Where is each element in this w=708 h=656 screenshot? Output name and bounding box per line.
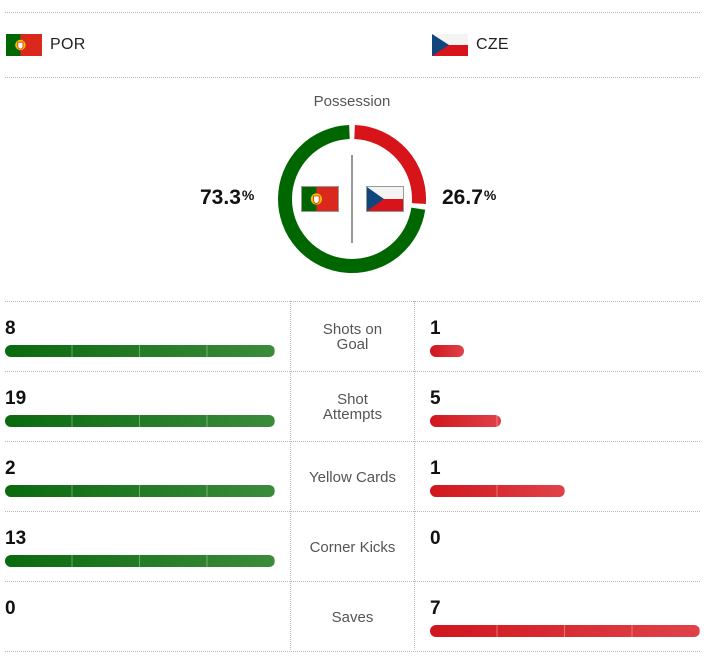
home-stat-bar — [5, 555, 275, 567]
away-stat-bar — [430, 485, 565, 497]
home-stat-bar — [5, 485, 275, 497]
stat-row: 0 Saves 7 — [0, 582, 708, 652]
away-stat-bar — [430, 625, 700, 637]
stat-label-line: Corner Kicks — [309, 538, 396, 556]
home-possession-value: 73.3% — [200, 186, 254, 210]
stat-label: Yellow Cards — [291, 442, 414, 512]
home-stat-value: 19 — [5, 388, 27, 409]
czech-flag-icon — [432, 34, 468, 56]
away-possession-number: 26.7 — [442, 186, 483, 209]
home-stat-bar — [5, 345, 275, 357]
divider — [5, 441, 700, 442]
home-stat-value: 2 — [5, 458, 16, 479]
away-stat-bar — [430, 415, 501, 427]
stat-label-line: Attempts — [322, 406, 383, 423]
home-team: POR — [6, 34, 86, 56]
stat-row: 2 Yellow Cards 1 — [0, 442, 708, 512]
percent-sign: % — [241, 187, 255, 203]
stat-row: 8 Shots on Goal 1 — [0, 302, 708, 372]
stat-label-line: Saves — [331, 608, 374, 626]
home-stat-value: 0 — [5, 598, 16, 619]
possession-title: Possession — [313, 93, 391, 110]
portugal-flag-icon — [6, 34, 42, 56]
stat-label: Corner Kicks — [291, 512, 414, 582]
divider — [5, 77, 700, 78]
away-stat-value: 1 — [430, 458, 441, 479]
stat-label: Shot Attempts — [291, 372, 414, 442]
percent-sign: % — [483, 187, 497, 203]
possession-away-arc — [354, 125, 426, 205]
stat-row: 19 Shot Attempts 5 — [0, 372, 708, 442]
possession-home-arc — [278, 125, 426, 273]
divider — [5, 12, 700, 13]
stat-label-line: Yellow Cards — [309, 468, 396, 486]
divider — [5, 651, 700, 652]
home-stat-bar — [5, 415, 275, 427]
divider — [5, 371, 700, 372]
away-stat-value: 5 — [430, 388, 441, 409]
stat-label: Saves — [291, 582, 414, 652]
away-team: CZE — [432, 34, 509, 56]
away-stat-value: 7 — [430, 598, 441, 619]
column-divider-right — [414, 301, 415, 650]
away-possession-value: 26.7% — [442, 186, 496, 210]
stat-label-line: Goal — [336, 336, 369, 353]
portugal-flag-icon — [302, 187, 338, 211]
stat-label: Shots on Goal — [291, 302, 414, 372]
home-stat-value: 8 — [5, 318, 16, 339]
divider — [5, 511, 700, 512]
stat-label-line: Shots on — [322, 321, 383, 338]
away-team-code: CZE — [476, 36, 509, 53]
divider — [5, 581, 700, 582]
away-stat-value: 0 — [430, 528, 441, 549]
away-stat-bar — [430, 345, 464, 357]
home-team-code: POR — [50, 36, 86, 53]
divider — [5, 301, 700, 302]
column-divider-left — [290, 301, 291, 650]
away-stat-value: 1 — [430, 318, 441, 339]
possession-donut — [278, 125, 426, 273]
stat-label-line: Shot — [337, 391, 368, 408]
home-possession-number: 73.3 — [200, 186, 241, 209]
czech-flag-icon — [367, 187, 403, 211]
stat-row: 13 Corner Kicks 0 — [0, 512, 708, 582]
home-stat-value: 13 — [5, 528, 27, 549]
